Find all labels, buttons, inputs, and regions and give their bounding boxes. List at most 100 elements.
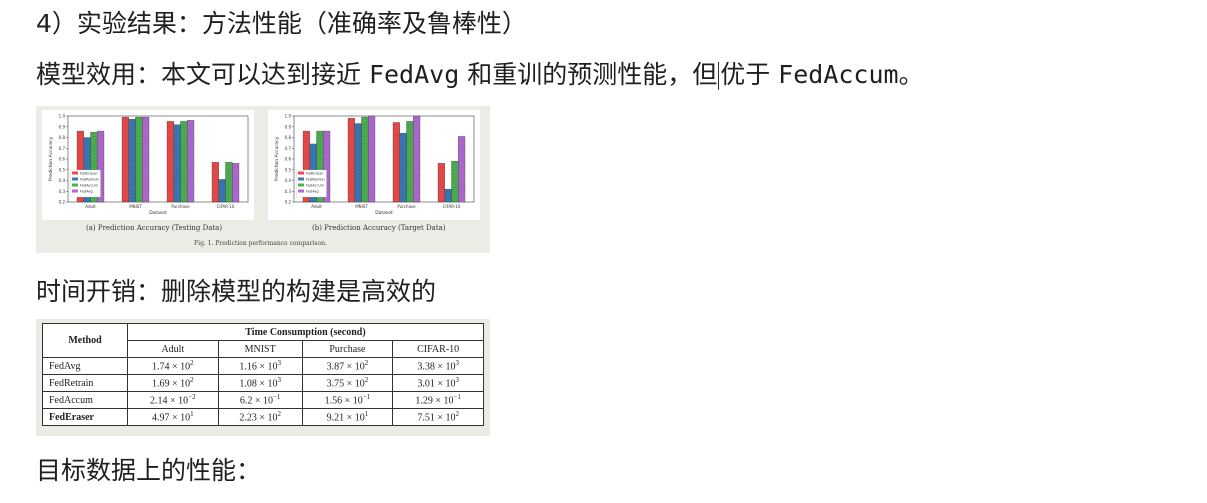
cell-mantissa: 6.2 × 10 [240, 396, 273, 407]
table-cell: 1.74 × 102 [128, 358, 219, 375]
y-axis-label: Prediction Accuracy [48, 137, 54, 182]
table-header-method: Method [43, 324, 128, 358]
bar [136, 117, 143, 202]
text-segment: FedAvg [369, 60, 459, 89]
cell-mantissa: 1.74 × 10 [152, 362, 190, 373]
x-tick-label: Adult [85, 204, 96, 209]
table-cell: 1.69 × 102 [128, 375, 219, 392]
bar [219, 179, 226, 202]
cell-mantissa: 1.08 × 10 [239, 379, 277, 390]
heading-time-overhead: 时间开销：删除模型的构建是高效的 [36, 272, 436, 308]
y-tick-label: 0.8 [285, 135, 292, 140]
legend-label: FedRetrain [306, 178, 325, 182]
bar [167, 121, 174, 202]
heading-target-data-performance: 目标数据上的性能： [36, 451, 261, 487]
table-cell: 9.21 × 101 [302, 409, 393, 426]
y-tick-label: 0.5 [59, 167, 66, 172]
y-tick-label: 0.8 [59, 135, 66, 140]
text-segment: 和重训的预测性能，但 [459, 60, 717, 89]
legend-swatch [298, 184, 304, 187]
text-segment: 模型效用：本文可以达到接近 [36, 60, 369, 89]
bar [226, 162, 233, 202]
y-tick-label: 0.4 [59, 178, 66, 183]
y-tick-label: 0.5 [285, 167, 292, 172]
bar [452, 161, 459, 202]
cell-exponent: 2 [365, 376, 369, 384]
table-header-group: Time Consumption (second) [128, 324, 484, 341]
legend-swatch [72, 190, 78, 193]
bar [355, 124, 362, 202]
legend-label: FedAvg [80, 190, 93, 194]
cell-exponent: 1 [365, 410, 369, 418]
table-cell: 2.14 × 10−2 [128, 392, 219, 409]
y-tick-label: 0.2 [59, 200, 66, 205]
y-tick-label: 0.9 [59, 124, 66, 129]
legend-swatch [72, 184, 78, 187]
cell-mantissa: 2.14 × 10 [150, 396, 188, 407]
table-cell: 1.29 × 10−1 [393, 392, 484, 409]
y-tick-label: 0.9 [285, 124, 292, 129]
row-method: FedRetrain [43, 375, 128, 392]
bar [348, 118, 355, 202]
chart-svg-target: 0.2 0.3 0.4 0.5 0.6 0.7 0.8 0.9 1.0 Prediction Ac… [268, 110, 480, 220]
cell-exponent: 2 [190, 376, 194, 384]
cell-exponent: 3 [277, 359, 281, 367]
text-segment: 优于 [720, 60, 778, 89]
figure-caption: Fig. 1. Prediction performance compariso… [194, 240, 327, 247]
chart-testing-data: 0.2 0.3 0.4 0.5 0.6 0.7 0.8 0.9 1.0 Prediction Ac… [42, 110, 254, 220]
column-header: MNIST [218, 341, 302, 358]
y-tick-label: 0.4 [285, 178, 292, 183]
legend-swatch [298, 172, 304, 175]
table-cell: 3.75 × 102 [302, 375, 393, 392]
cell-mantissa: 1.29 × 10 [415, 396, 453, 407]
legend-label: FedEraser [80, 172, 98, 176]
bar [400, 133, 407, 202]
figure-prediction-performance: 0.2 0.3 0.4 0.5 0.6 0.7 0.8 0.9 1.0 Prediction Ac… [36, 106, 490, 253]
cell-mantissa: 3.75 × 10 [327, 379, 365, 390]
table-cell: 7.51 × 102 [393, 409, 484, 426]
x-tick-label: Adult [311, 204, 322, 209]
legend-label: FedAccum [306, 184, 325, 188]
bar [362, 117, 369, 202]
paragraph-model-utility: 模型效用：本文可以达到接近 FedAvg 和重训的预测性能，但 优于 FedAcc… [36, 55, 924, 91]
cell-mantissa: 1.69 × 10 [152, 379, 190, 390]
cell-mantissa: 1.16 × 10 [239, 362, 277, 373]
table-row: FedAccum 2.14 × 10−2 6.2 × 10−1 1.56 × 1… [43, 392, 484, 409]
y-tick-label: 0.6 [285, 157, 292, 162]
cell-exponent: −1 [273, 393, 280, 401]
table-panel: Method Time Consumption (second) Adult M… [36, 319, 490, 436]
x-tick-label: Purchase [397, 204, 416, 209]
bar [212, 162, 219, 202]
y-tick-label: 1.0 [285, 114, 292, 119]
legend-swatch [72, 178, 78, 181]
bar [142, 117, 149, 202]
cell-exponent: −1 [363, 393, 370, 401]
cell-mantissa: 2.23 × 10 [239, 413, 277, 424]
row-method: FedEraser [43, 409, 128, 426]
y-tick-label: 0.3 [59, 189, 66, 194]
x-tick-label: MNIST [355, 204, 368, 209]
x-tick-label: Purchase [171, 204, 190, 209]
cell-exponent: 2 [365, 359, 369, 367]
table-cell: 6.2 × 10−1 [218, 392, 302, 409]
column-header: Purchase [302, 341, 393, 358]
cell-exponent: 2 [277, 410, 281, 418]
cell-mantissa: 1.56 × 10 [325, 396, 363, 407]
bar [187, 120, 194, 202]
x-tick-label: MNIST [129, 204, 142, 209]
cell-exponent: 3 [455, 359, 459, 367]
cell-mantissa: 3.38 × 10 [417, 362, 455, 373]
table-row: FedEraser 4.97 × 101 2.23 × 102 9.21 × 1… [43, 409, 484, 426]
cell-exponent: 3 [277, 376, 281, 384]
bar [129, 119, 136, 202]
table-cell: 1.08 × 103 [218, 375, 302, 392]
y-tick-label: 0.2 [285, 200, 292, 205]
x-tick-label: CIFAR-10 [217, 204, 235, 209]
column-header: Adult [128, 341, 219, 358]
table-cell: 2.23 × 102 [218, 409, 302, 426]
text-segment: FedAccum [778, 60, 898, 89]
y-tick-label: 0.7 [59, 146, 66, 151]
heading-experiment-results: 4）实验结果：方法性能（准确率及鲁棒性） [36, 4, 527, 40]
legend-label: FedAvg [306, 190, 319, 194]
table-cell: 3.38 × 103 [393, 358, 484, 375]
